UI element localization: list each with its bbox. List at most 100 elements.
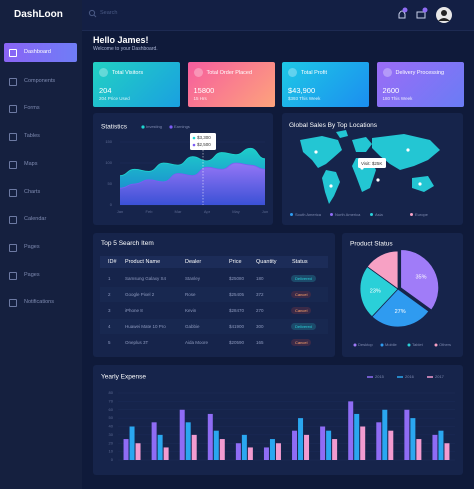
card-note: 15 Hrs — [193, 96, 207, 101]
stat-card[interactable] — [282, 62, 369, 107]
y-tick-label: 40 — [109, 424, 114, 429]
bar — [432, 434, 438, 460]
legend-dot — [407, 343, 411, 347]
header-icons[interactable] — [396, 6, 456, 26]
table-cell: 4 — [108, 323, 111, 329]
table-header: Product Name — [125, 259, 161, 265]
area-line — [119, 147, 266, 176]
table-cell: Gabbie — [185, 323, 200, 329]
nav-item[interactable]: Tables — [24, 132, 40, 139]
greeting-title: Hello James! — [93, 35, 149, 45]
status-badge: Cancel — [291, 338, 312, 346]
y-tick-label: 30 — [109, 432, 114, 437]
y-tick-label: 80 — [109, 390, 114, 395]
bar — [304, 434, 310, 460]
table-header-bg — [100, 256, 328, 268]
card-value: 204 — [99, 86, 112, 95]
tooltip-dot — [192, 143, 196, 147]
bar — [438, 430, 444, 460]
y-tick-label: 60 — [109, 407, 114, 412]
bar — [123, 439, 129, 460]
card-note: $393 This Week — [288, 96, 321, 101]
legend-label: Investing — [146, 124, 162, 129]
tooltip-text: $3,300 — [197, 135, 211, 140]
table-cell: Aida Moore — [185, 339, 209, 345]
legend-dot — [434, 343, 438, 347]
nav-active-bg[interactable] — [4, 43, 77, 62]
bar — [376, 422, 382, 460]
stat-card[interactable] — [187, 62, 275, 107]
table-row-bg — [100, 319, 328, 334]
bar — [241, 434, 247, 460]
nav-icon[interactable] — [9, 216, 17, 224]
bar — [191, 434, 197, 460]
nav-item[interactable]: Pages — [24, 243, 40, 250]
table-cell: Kevin — [185, 307, 197, 313]
stat-card[interactable] — [93, 62, 180, 107]
area-fill — [120, 163, 265, 205]
nav-icon[interactable] — [9, 105, 17, 113]
table-cell: 372 — [256, 291, 264, 297]
legend-label: South America — [295, 211, 322, 217]
chart-title: Yearly Expense — [101, 374, 146, 381]
bar — [298, 418, 304, 460]
nav-icon[interactable] — [9, 49, 17, 57]
table-header: Dealer — [185, 259, 202, 265]
legend-label: North America — [335, 211, 361, 217]
x-tick-label: Jun — [262, 209, 268, 214]
nav-item[interactable]: Charts — [24, 188, 41, 195]
nav-icon[interactable] — [9, 272, 17, 280]
legend-label: Others — [439, 342, 451, 347]
bar — [207, 413, 213, 460]
nav-icon[interactable] — [9, 78, 17, 86]
bar — [213, 430, 219, 460]
legend-label: Asia — [375, 211, 383, 217]
bar — [263, 447, 269, 460]
table-cell: 5 — [108, 339, 111, 345]
nav-item[interactable]: Maps — [24, 160, 38, 167]
legend-label: 2015 — [375, 374, 385, 379]
nav-item[interactable]: Calendar — [24, 215, 47, 222]
table-cell: 180 — [256, 275, 264, 281]
chart-title: Product Status — [350, 241, 393, 248]
legend-label: Mobile — [385, 342, 398, 347]
nav-item[interactable]: Components — [24, 77, 56, 84]
nav-icon[interactable] — [9, 161, 17, 169]
stat-card[interactable] — [376, 62, 464, 107]
x-tick-label: Apr — [204, 209, 211, 214]
y-tick-label: 0 — [110, 202, 113, 207]
table-cell: 3 — [108, 307, 111, 313]
card-note: 180 This Week — [382, 96, 413, 101]
nav-item[interactable]: Notifications — [24, 298, 54, 305]
bar — [388, 430, 394, 460]
card-title: Total Order Placed — [206, 70, 253, 76]
bar — [348, 401, 354, 460]
x-tick-label: May — [232, 209, 240, 214]
table-cell: Oneplus 3T — [125, 339, 149, 345]
bar — [292, 430, 298, 460]
nav-item[interactable]: Pages — [24, 271, 40, 278]
bar — [410, 418, 416, 460]
nav-icon[interactable] — [9, 133, 17, 141]
bar — [219, 439, 225, 460]
legend-label: 2017 — [435, 374, 445, 379]
nav-item[interactable]: Dashboard — [24, 48, 51, 55]
x-tick-label: Feb — [146, 209, 154, 214]
nav-item[interactable]: Forms — [24, 104, 40, 111]
search-input[interactable]: Search — [100, 10, 118, 16]
bar — [135, 443, 141, 460]
y-tick-label: 70 — [109, 398, 114, 403]
table-cell: 300 — [256, 323, 264, 329]
bar — [382, 409, 388, 460]
table-header: Price — [229, 259, 242, 265]
nav-icon[interactable] — [9, 299, 17, 307]
pie-label: 27% — [395, 309, 406, 315]
table-cell: 165 — [256, 339, 264, 345]
legend-dot — [169, 125, 173, 129]
brand: DashLoon — [14, 9, 63, 20]
bar — [269, 439, 275, 460]
nav-icon[interactable] — [9, 244, 17, 252]
map-tooltip-box — [358, 158, 386, 168]
nav-icon[interactable] — [9, 189, 17, 197]
bar — [163, 447, 169, 460]
